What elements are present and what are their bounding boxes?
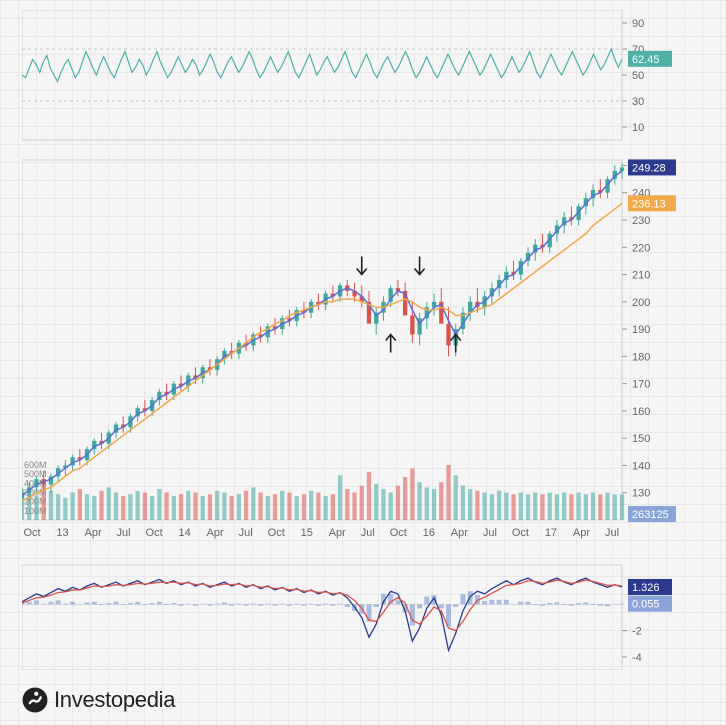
svg-text:160: 160 (632, 406, 650, 418)
svg-text:263125: 263125 (632, 509, 669, 521)
svg-text:Jul: Jul (117, 527, 131, 539)
svg-text:236.13: 236.13 (632, 198, 666, 210)
svg-text:Oct: Oct (146, 527, 163, 539)
svg-text:14: 14 (179, 527, 191, 539)
svg-text:140: 140 (632, 460, 650, 472)
logo-text: Investopedia (54, 687, 175, 713)
logo-icon (22, 687, 48, 713)
svg-text:220: 220 (632, 242, 650, 254)
svg-text:Jul: Jul (483, 527, 497, 539)
svg-text:Jul: Jul (239, 527, 253, 539)
svg-text:Oct: Oct (268, 527, 285, 539)
svg-text:Apr: Apr (329, 527, 346, 539)
svg-text:Oct: Oct (23, 527, 40, 539)
svg-text:Apr: Apr (84, 527, 101, 539)
svg-text:100M: 100M (24, 506, 47, 516)
svg-text:-4: -4 (632, 652, 642, 664)
svg-text:0.055: 0.055 (632, 599, 660, 611)
svg-text:500M: 500M (24, 469, 47, 479)
svg-text:190: 190 (632, 324, 650, 336)
svg-text:62.45: 62.45 (632, 54, 660, 66)
svg-text:13: 13 (56, 527, 68, 539)
svg-text:600M: 600M (24, 460, 47, 470)
svg-text:50: 50 (632, 70, 644, 82)
svg-text:1.326: 1.326 (632, 582, 660, 594)
svg-text:-2: -2 (632, 626, 642, 638)
chart-svg: 103050709062.451301401501601701801902002… (22, 10, 682, 670)
svg-text:Oct: Oct (390, 527, 407, 539)
svg-text:Apr: Apr (573, 527, 590, 539)
svg-text:Jul: Jul (605, 527, 619, 539)
svg-text:Oct: Oct (512, 527, 529, 539)
svg-text:30: 30 (632, 96, 644, 108)
svg-text:180: 180 (632, 351, 650, 363)
svg-text:150: 150 (632, 433, 650, 445)
svg-text:249.28: 249.28 (632, 162, 666, 174)
svg-text:130: 130 (632, 488, 650, 500)
svg-text:10: 10 (632, 122, 644, 134)
svg-text:15: 15 (301, 527, 313, 539)
svg-text:17: 17 (545, 527, 557, 539)
svg-text:Apr: Apr (451, 527, 468, 539)
svg-text:Jul: Jul (361, 527, 375, 539)
svg-text:90: 90 (632, 18, 644, 30)
svg-text:16: 16 (423, 527, 435, 539)
svg-text:Apr: Apr (207, 527, 224, 539)
svg-text:170: 170 (632, 379, 650, 391)
logo: Investopedia (22, 687, 175, 713)
svg-text:200: 200 (632, 297, 650, 309)
svg-text:210: 210 (632, 270, 650, 282)
svg-text:230: 230 (632, 215, 650, 227)
chart-container: 103050709062.451301401501601701801902002… (22, 10, 682, 670)
